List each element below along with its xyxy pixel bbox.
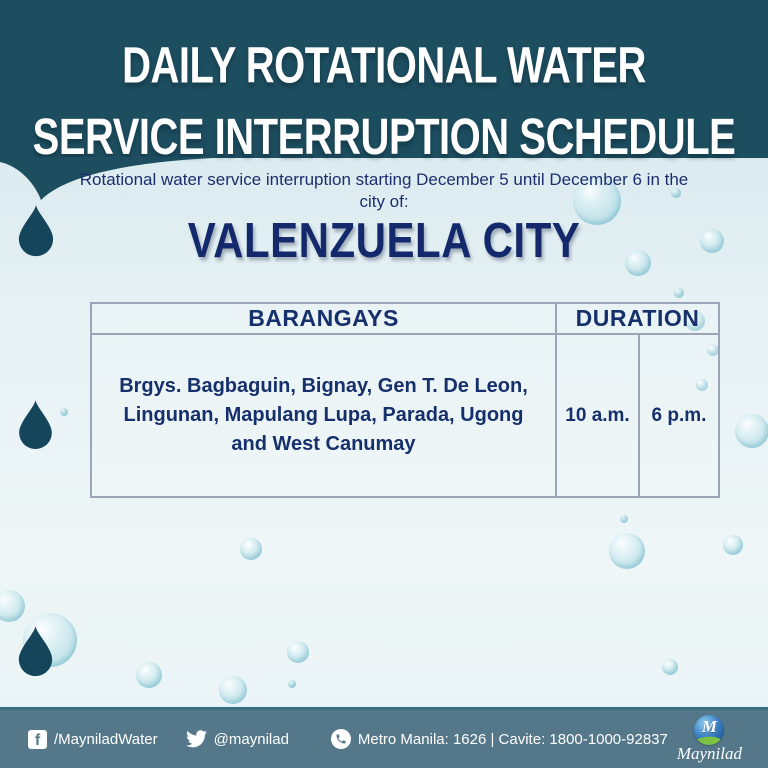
twitter-icon xyxy=(185,730,207,748)
bubble-icon xyxy=(0,590,25,622)
hotline-text: Metro Manila: 1626 | Cavite: 1800-1000-9… xyxy=(357,730,668,748)
bubble-icon xyxy=(60,408,68,416)
table-cell-start-time: 10 a.m. xyxy=(555,335,638,496)
bubble-icon xyxy=(685,311,705,331)
corner-drip-icon xyxy=(0,157,235,200)
maynilad-globe-icon: M xyxy=(694,714,725,745)
city-name: VALENZUELA CITY xyxy=(187,212,581,268)
table-header-barangays: BARANGAYS xyxy=(92,304,555,335)
bubble-icon xyxy=(707,344,719,356)
phone-icon xyxy=(330,729,351,749)
bubble-icon xyxy=(288,680,296,688)
bubble-icon xyxy=(674,288,684,298)
header-banner: DAILY ROTATIONAL WATER SERVICE INTERRUPT… xyxy=(0,0,768,166)
bubble-icon xyxy=(723,535,743,555)
bubble-icon xyxy=(573,177,621,225)
twitter-handle: @maynilad xyxy=(213,730,289,748)
brand-name: Maynilad xyxy=(676,743,742,763)
bubble-icon xyxy=(696,379,708,391)
bubble-icon xyxy=(219,676,247,704)
facebook-item: f /MayniladWater xyxy=(28,729,158,749)
bubble-icon xyxy=(735,414,768,448)
bubble-icon xyxy=(136,662,162,688)
table-cell-barangays: Brgys. Bagbaguin, Bignay, Gen T. De Leon… xyxy=(119,375,528,455)
facebook-handle: /MayniladWater xyxy=(54,730,158,748)
table-header-duration: DURATION xyxy=(555,304,718,335)
poster-title: DAILY ROTATIONAL WATER SERVICE INTERRUPT… xyxy=(32,37,736,166)
bubble-icon xyxy=(671,188,681,198)
announcement-intro: Rotational water service interruption st… xyxy=(79,170,689,212)
footer-bar: f /MayniladWater @maynilad Metro Manila:… xyxy=(0,707,768,768)
bubble-icon xyxy=(700,229,724,253)
facebook-icon: f xyxy=(28,729,47,749)
bubble-icon xyxy=(609,533,645,569)
schedule-table: BARANGAYS DURATION Brgys. Bagbaguin, Big… xyxy=(90,302,720,498)
bubble-icon xyxy=(625,250,651,276)
hotline-item: Metro Manila: 1626 | Cavite: 1800-1000-9… xyxy=(330,729,668,749)
bubble-icon xyxy=(620,515,628,523)
table-cell-end-time: 6 p.m. xyxy=(638,335,718,496)
bubble-icon xyxy=(240,538,262,560)
bubble-icon xyxy=(662,659,678,675)
maynilad-logo: M Maynilad xyxy=(676,714,742,764)
water-droplet-icon xyxy=(18,204,54,257)
water-droplet-icon xyxy=(18,626,53,676)
water-droplet-icon xyxy=(19,400,52,449)
bubble-icon xyxy=(287,641,309,663)
twitter-item: @maynilad xyxy=(185,730,289,748)
